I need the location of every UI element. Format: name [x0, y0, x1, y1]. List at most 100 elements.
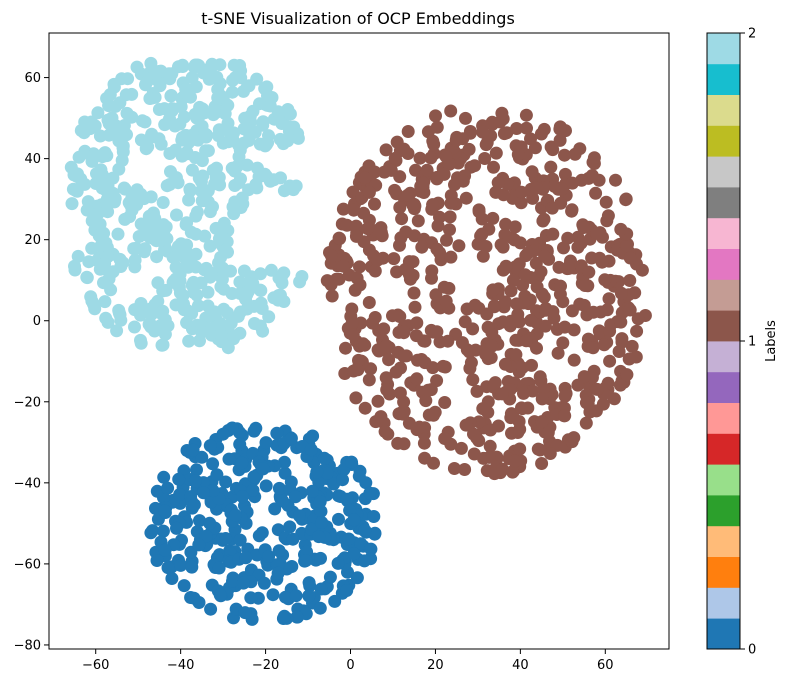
scatter-point-label-1	[440, 233, 453, 247]
colorbar-segment	[707, 433, 740, 465]
scatter-point-label-0	[262, 549, 276, 563]
scatter-point-label-0	[340, 584, 354, 597]
scatter-point-label-2	[274, 272, 288, 286]
colorbar-segment	[707, 187, 740, 219]
scatter-point-label-0	[270, 426, 284, 440]
scatter-point-label-1	[402, 416, 416, 430]
scatter-point-label-0	[299, 554, 313, 567]
y-tick-label: −40	[14, 476, 41, 491]
scatter-point-label-1	[586, 305, 600, 319]
y-tick-label: −20	[14, 395, 41, 410]
scatter-point-label-2	[100, 91, 114, 105]
scatter-point-label-2	[108, 195, 121, 209]
scatter-point-label-2	[169, 298, 183, 312]
scatter-point-label-2	[190, 205, 204, 219]
scatter-point-label-2	[214, 329, 228, 342]
scatter-point-label-1	[607, 392, 621, 406]
scatter-point-label-0	[229, 508, 242, 522]
scatter-point-label-1	[480, 136, 494, 150]
scatter-point-label-1	[430, 242, 444, 256]
scatter-point-label-2	[157, 228, 171, 242]
colorbar-segment	[707, 525, 740, 557]
scatter-point-label-2	[81, 195, 95, 209]
scatter-point-label-1	[552, 260, 566, 274]
scatter-point-label-1	[476, 249, 490, 263]
scatter-point-label-2	[179, 244, 193, 258]
scatter-point-label-1	[419, 394, 433, 408]
scatter-point-label-1	[358, 338, 372, 352]
scatter-point-label-1	[346, 328, 360, 342]
scatter-point-label-2	[154, 64, 168, 78]
scatter-point-label-0	[312, 530, 326, 544]
scatter-point-label-2	[234, 172, 247, 186]
scatter-point-label-2	[123, 210, 137, 224]
x-tick-label: 20	[427, 658, 444, 673]
scatter-point-label-1	[472, 434, 486, 448]
scatter-point-label-2	[286, 181, 300, 195]
scatter-point-label-1	[582, 265, 596, 279]
scatter-point-label-1	[538, 319, 552, 333]
scatter-point-label-1	[358, 171, 372, 185]
scatter-point-label-2	[202, 325, 216, 339]
scatter-point-label-1	[510, 297, 524, 311]
scatter-point-label-0	[247, 424, 261, 438]
scatter-point-label-1	[349, 229, 363, 243]
scatter-point-label-2	[210, 161, 223, 175]
scatter-point-label-0	[236, 490, 249, 504]
scatter-point-label-1	[467, 447, 481, 461]
colorbar-tick-label: 1	[748, 335, 756, 350]
scatter-point-label-2	[129, 241, 143, 255]
scatter-point-label-2	[65, 197, 79, 211]
scatter-point-label-2	[188, 107, 202, 121]
scatter-point-label-1	[455, 336, 469, 350]
scatter-point-label-0	[150, 484, 164, 498]
scatter-point-label-2	[225, 85, 239, 99]
scatter-point-label-1	[541, 426, 555, 440]
scatter-point-label-2	[144, 229, 158, 243]
scatter-point-label-1	[464, 356, 478, 370]
scatter-point-label-0	[247, 470, 261, 484]
scatter-point-label-1	[380, 383, 394, 397]
scatter-point-label-1	[486, 211, 500, 225]
scatter-point-label-2	[183, 184, 197, 198]
scatter-point-label-0	[272, 481, 286, 495]
scatter-point-label-0	[252, 529, 266, 543]
scatter-point-label-0	[206, 457, 220, 471]
scatter-point-label-1	[395, 212, 409, 226]
scatter-point-label-1	[444, 250, 458, 264]
scatter-point-label-0	[279, 590, 292, 604]
scatter-point-label-1	[546, 227, 560, 241]
scatter-point-label-2	[134, 336, 148, 350]
chart-title: t-SNE Visualization of OCP Embeddings	[201, 9, 515, 28]
scatter-point-label-0	[193, 514, 206, 528]
scatter-point-label-1	[595, 255, 609, 269]
scatter-point-label-2	[173, 117, 187, 131]
scatter-point-label-2	[134, 217, 148, 231]
scatter-point-label-1	[378, 425, 392, 439]
scatter-point-label-1	[565, 435, 579, 449]
scatter-point-label-0	[323, 570, 337, 584]
scatter-point-label-1	[535, 457, 549, 470]
scatter-point-label-1	[488, 299, 501, 313]
scatter-point-label-2	[203, 67, 217, 81]
scatter-point-label-0	[204, 602, 218, 616]
scatter-point-label-2	[121, 72, 135, 86]
scatter-point-label-1	[459, 418, 473, 432]
scatter-point-label-1	[487, 160, 500, 174]
scatter-point-label-0	[144, 526, 158, 540]
scatter-point-label-0	[328, 594, 342, 608]
scatter-point-label-2	[163, 147, 177, 160]
colorbar-segment	[707, 556, 740, 588]
scatter-point-label-0	[313, 495, 327, 509]
scatter-point-label-1	[368, 197, 381, 211]
scatter-point-label-2	[196, 169, 210, 183]
scatter-point-label-0	[302, 589, 316, 603]
scatter-point-label-1	[601, 209, 615, 223]
scatter-point-label-2	[72, 150, 86, 164]
scatter-point-label-1	[494, 238, 508, 252]
scatter-point-label-1	[413, 151, 427, 165]
scatter-point-label-2	[213, 77, 227, 90]
scatter-point-label-0	[350, 571, 364, 585]
scatter-point-label-0	[347, 513, 361, 527]
scatter-point-label-1	[394, 231, 408, 245]
